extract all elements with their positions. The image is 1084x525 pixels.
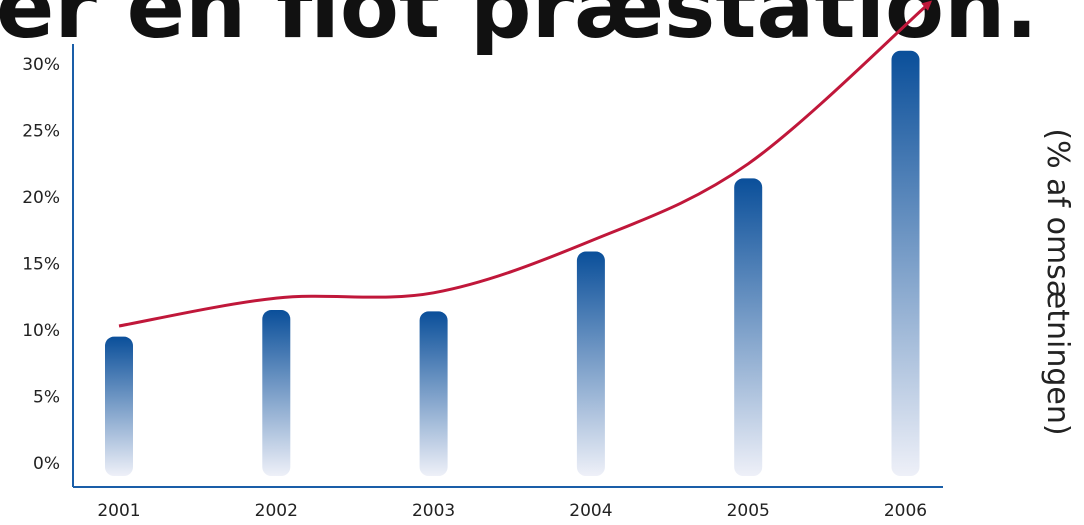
bar bbox=[576, 251, 605, 476]
bar bbox=[105, 336, 133, 476]
x-tick-label: 2005 bbox=[727, 501, 770, 521]
x-tick-label: 2004 bbox=[569, 501, 612, 521]
y-tick-label: 30% bbox=[22, 55, 60, 75]
x-tick-label: 2001 bbox=[97, 501, 140, 521]
bar bbox=[419, 311, 448, 476]
y-axis-label: (% af omsætningen) bbox=[1040, 128, 1075, 435]
y-tick-label: 10% bbox=[22, 321, 60, 341]
bars bbox=[105, 50, 920, 476]
y-tick-label: 20% bbox=[22, 188, 60, 208]
y-tick-label: 5% bbox=[33, 388, 60, 408]
y-tick-label: 15% bbox=[22, 255, 60, 275]
x-axis-ticks: 2001 2002 2003 2004 2005 2006 bbox=[97, 501, 927, 521]
y-tick-label: 25% bbox=[22, 122, 60, 142]
y-tick-label: 0% bbox=[33, 454, 60, 474]
bar bbox=[262, 310, 291, 476]
x-tick-label: 2002 bbox=[255, 501, 298, 521]
bar bbox=[734, 178, 763, 476]
x-tick-label: 2006 bbox=[884, 501, 927, 521]
chart-title: er en flot præstation. bbox=[0, 0, 1039, 58]
bar bbox=[891, 50, 920, 476]
x-tick-label: 2003 bbox=[412, 501, 455, 521]
trend-arrow bbox=[118, 0, 933, 328]
y-axis-ticks: 0% 5% 10% 15% 20% 25% 30% bbox=[22, 55, 60, 474]
